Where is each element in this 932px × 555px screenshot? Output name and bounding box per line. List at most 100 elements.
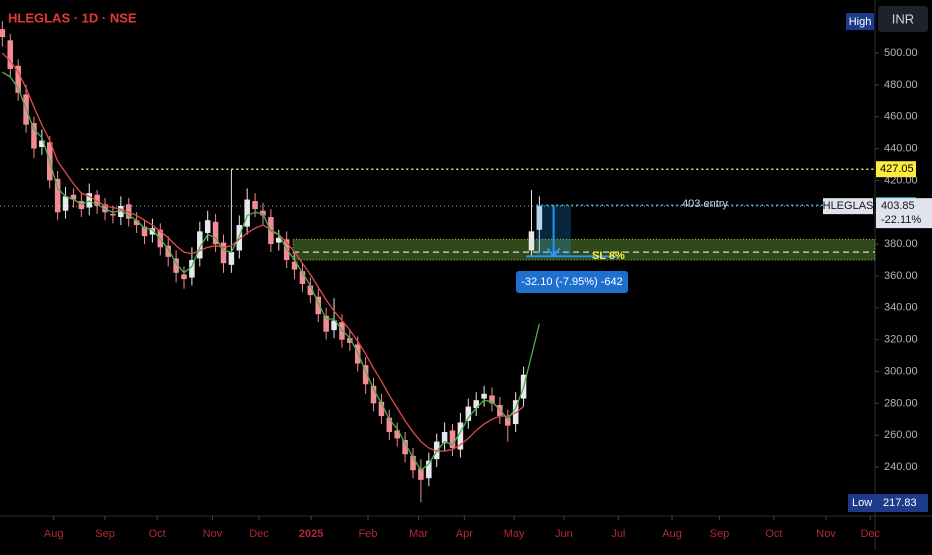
low-value: 217.83 <box>883 497 917 509</box>
candle-body <box>220 242 227 264</box>
candle-body <box>299 271 306 284</box>
y-tick-label: 240.00 <box>884 461 918 473</box>
candle-body <box>228 252 235 265</box>
candle-body <box>244 199 250 227</box>
candle-body <box>378 401 385 417</box>
candle-body <box>78 201 85 210</box>
candle-body <box>481 393 487 399</box>
x-tick-label: Jun <box>555 528 573 540</box>
candle-body <box>173 258 179 273</box>
candle-body <box>110 213 116 216</box>
high-label: High <box>849 16 872 28</box>
x-tick-label: Aug <box>662 528 682 540</box>
candle-body <box>125 204 132 219</box>
candle-body <box>323 315 329 332</box>
candle-body <box>449 430 456 448</box>
candle-body <box>165 245 171 257</box>
candle-body <box>149 228 156 235</box>
candle-body <box>370 385 377 404</box>
y-tick-label: 500.00 <box>884 47 918 59</box>
candle-body <box>15 65 21 93</box>
x-tick-label: Sep <box>710 528 730 540</box>
candle-body <box>252 201 258 210</box>
x-tick-label: Jul <box>611 528 625 540</box>
x-tick-label: May <box>504 528 525 540</box>
x-tick-label: 2025 <box>299 528 323 540</box>
candle-body <box>331 320 337 331</box>
y-tick-label: 260.00 <box>884 429 918 441</box>
candle-body <box>197 231 203 259</box>
low-box <box>848 494 928 512</box>
x-tick-label: Mar <box>409 528 428 540</box>
candle-body <box>473 400 479 409</box>
candle-body <box>386 417 393 433</box>
resistance-label-box <box>876 161 916 178</box>
candle-body <box>39 140 45 147</box>
y-tick-label: 280.00 <box>884 397 918 409</box>
candle-body <box>31 123 37 149</box>
y-tick-label: 340.00 <box>884 302 918 314</box>
x-tick-label: Dec <box>860 528 880 540</box>
candle-body <box>141 226 148 237</box>
last-change-label: -22.11% <box>881 214 921 226</box>
candle-body <box>260 210 266 216</box>
candle-body <box>426 460 432 479</box>
y-tick-label: 380.00 <box>884 238 918 250</box>
candle-body <box>62 196 69 211</box>
candle-body <box>94 194 100 206</box>
candle-body <box>315 296 322 315</box>
candle-body <box>489 395 495 404</box>
y-tick-label: 360.00 <box>884 270 918 282</box>
candle-body <box>528 231 535 251</box>
currency-label[interactable]: INR <box>892 11 914 26</box>
measure-label-box <box>516 271 628 293</box>
candle-body <box>102 204 108 213</box>
candle-body <box>133 220 140 226</box>
candle-body <box>7 40 14 69</box>
candle-body <box>402 439 408 455</box>
x-tick-label: Oct <box>149 528 166 540</box>
candle-body <box>536 206 543 230</box>
last-price-box <box>876 198 932 229</box>
indicator-line <box>2 71 541 472</box>
candle-body <box>212 221 219 245</box>
candle-body <box>410 455 416 471</box>
candle-body <box>457 422 464 450</box>
low-label: Low <box>852 497 872 509</box>
x-tick-label: Feb <box>359 528 378 540</box>
candle-body <box>86 193 93 208</box>
y-tick-label: 300.00 <box>884 365 918 377</box>
candle-body <box>118 205 124 218</box>
candle-body <box>276 237 282 243</box>
plot: 240.00 260.00 280.00 300.00 320.00 340.00 360.… <box>0 13 932 540</box>
x-tick-label: Nov <box>203 528 223 540</box>
candle-body <box>465 406 472 421</box>
zone-text: SL 8% <box>592 250 625 262</box>
candle-body <box>394 430 400 439</box>
candle-body <box>418 468 424 480</box>
measure-label: -32.10 (-7.95%) -642 <box>521 276 623 288</box>
candle-body <box>291 261 298 270</box>
symbol-label: HLEGLAS <box>823 200 874 212</box>
currency-button[interactable] <box>878 6 928 32</box>
entry-text: 403 entry <box>682 198 728 210</box>
y-tick-label: 420.00 <box>884 174 918 186</box>
candle-body <box>505 417 511 426</box>
candle-body <box>441 432 448 444</box>
candle-body <box>362 365 369 385</box>
candle-body <box>70 194 77 200</box>
chart-title: HLEGLAS · 1D · NSE <box>8 10 137 25</box>
candle-body <box>54 178 61 213</box>
symbol-box <box>823 198 873 215</box>
candle-body <box>204 220 211 233</box>
candle-body <box>189 260 195 278</box>
y-tick-label: 320.00 <box>884 334 918 346</box>
x-tick-label: Apr <box>456 528 473 540</box>
last-price-label: 403.85 <box>881 200 915 212</box>
x-tick-label: Sep <box>95 528 115 540</box>
x-tick-label: Nov <box>816 528 836 540</box>
x-tick-label: Dec <box>249 528 269 540</box>
y-tick-label: 440.00 <box>884 142 918 154</box>
